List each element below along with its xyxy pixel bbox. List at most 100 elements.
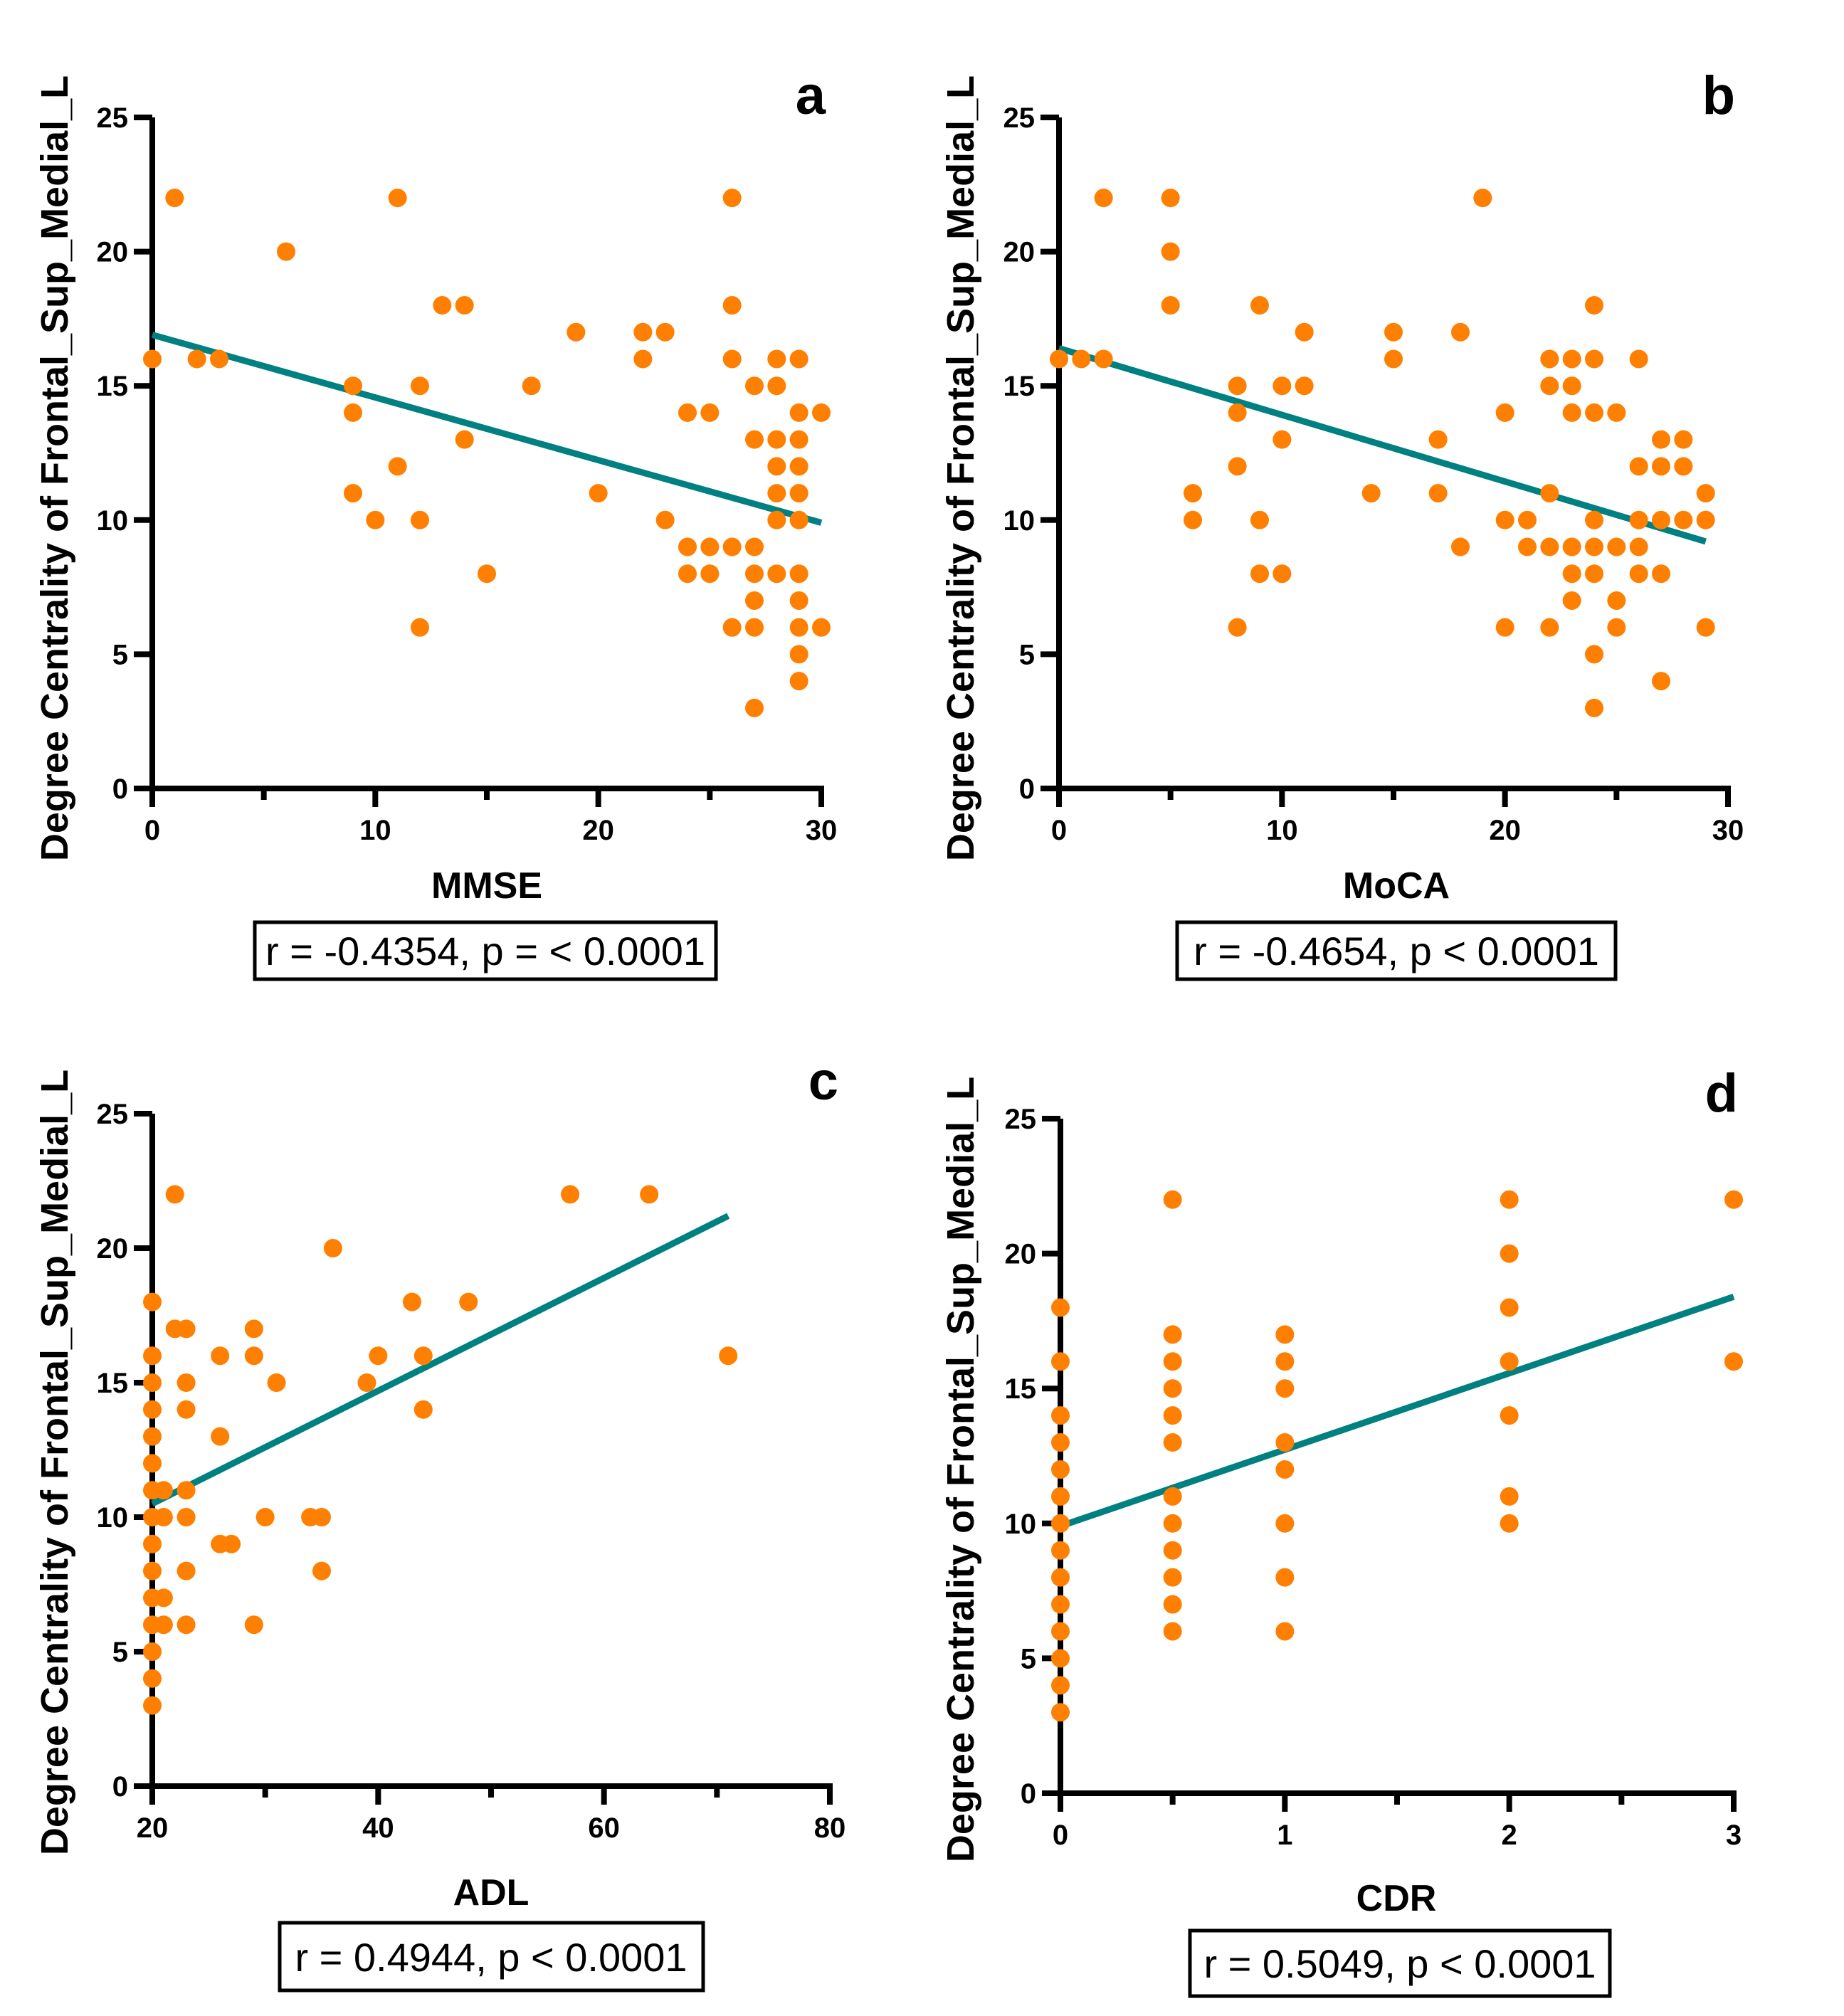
- data-point: [767, 457, 786, 476]
- data-point: [143, 1373, 162, 1392]
- data-point: [789, 430, 808, 449]
- data-point: [789, 457, 808, 476]
- data-point: [323, 1239, 342, 1257]
- data-point: [411, 618, 429, 637]
- data-point: [1050, 349, 1068, 369]
- data-point: [1051, 1676, 1070, 1695]
- data-point: [1562, 591, 1581, 610]
- data-point: [366, 510, 385, 529]
- data-point: [154, 1508, 173, 1526]
- data-point: [745, 537, 764, 556]
- data-point: [1094, 189, 1113, 208]
- y-tick-label: 5: [112, 639, 128, 670]
- data-point: [1161, 189, 1180, 208]
- y-tick-label: 15: [97, 1368, 129, 1399]
- panel-letter-a: a: [796, 65, 826, 126]
- data-point: [1051, 1622, 1070, 1641]
- data-point: [1163, 1514, 1182, 1533]
- data-point: [767, 349, 786, 369]
- data-point: [1250, 564, 1269, 584]
- data-point: [1228, 376, 1247, 396]
- y-tick-label: 25: [97, 102, 129, 134]
- data-point: [1629, 349, 1648, 369]
- data-point: [1428, 430, 1448, 449]
- data-point: [1500, 1298, 1519, 1317]
- data-point: [1585, 645, 1603, 664]
- y-axis-title: Degree Centrality of Frontal_Sup_Medial_…: [33, 1070, 76, 1855]
- data-point: [745, 430, 764, 449]
- data-point: [1275, 1460, 1295, 1479]
- data-point: [812, 403, 831, 422]
- data-point: [154, 1615, 173, 1635]
- data-point: [722, 296, 742, 315]
- y-axis-title: Degree Centrality of Frontal_Sup_Medial_…: [939, 75, 982, 861]
- data-point: [1051, 1568, 1070, 1587]
- x-tick-label: 20: [137, 1812, 169, 1844]
- panel-c: c Degree Centrality of Frontal_Sup_Media…: [33, 1051, 846, 1993]
- data-point: [154, 1588, 173, 1608]
- data-point: [154, 1481, 173, 1500]
- data-point: [719, 1346, 738, 1366]
- data-point: [1051, 1460, 1070, 1479]
- x-tick-label: 80: [814, 1812, 846, 1844]
- x-tick-label: 30: [806, 815, 838, 846]
- data-point: [700, 564, 720, 584]
- data-point: [1051, 1595, 1070, 1614]
- data-point: [789, 672, 808, 691]
- data-point: [1228, 457, 1247, 476]
- data-point: [1585, 349, 1603, 369]
- data-point: [411, 510, 429, 529]
- data-point: [1674, 510, 1693, 529]
- data-point: [1163, 1433, 1182, 1452]
- data-point: [1273, 564, 1292, 584]
- data-points: [1051, 1190, 1743, 1722]
- data-point: [561, 1185, 580, 1204]
- data-points: [143, 1185, 738, 1715]
- data-point: [722, 618, 742, 637]
- data-point: [1540, 618, 1559, 637]
- x-axis-title: ADL: [453, 1872, 530, 1914]
- y-tick-label: 15: [1005, 1373, 1037, 1405]
- data-point: [1275, 1433, 1295, 1452]
- data-point: [1495, 403, 1514, 422]
- axes: 0 5 10 15 20 25 0 10 20 30: [1003, 102, 1744, 846]
- data-point: [789, 591, 808, 610]
- data-point: [1629, 537, 1648, 556]
- data-point: [1696, 510, 1715, 529]
- data-point: [1607, 618, 1626, 637]
- data-point: [210, 349, 228, 369]
- data-point: [812, 618, 831, 637]
- data-point: [388, 189, 407, 208]
- data-point: [722, 189, 742, 208]
- data-point: [1696, 618, 1715, 637]
- x-tick-label: 40: [362, 1812, 394, 1844]
- data-point: [1275, 1379, 1295, 1398]
- data-point: [633, 322, 653, 342]
- data-point: [1724, 1352, 1743, 1371]
- data-point: [1163, 1595, 1182, 1614]
- data-point: [1652, 564, 1670, 584]
- data-point: [455, 430, 474, 449]
- data-point: [700, 403, 720, 422]
- data-point: [1495, 510, 1514, 529]
- data-point: [1161, 242, 1180, 261]
- y-tick-label: 15: [1003, 371, 1036, 402]
- data-point: [1652, 672, 1670, 691]
- y-tick-label: 20: [1005, 1239, 1037, 1270]
- y-tick-label: 0: [1021, 1778, 1036, 1810]
- data-point: [678, 537, 697, 556]
- data-point: [1163, 1568, 1182, 1587]
- x-tick-label: 10: [359, 815, 391, 846]
- data-point: [1094, 349, 1113, 369]
- data-point: [1428, 484, 1448, 503]
- y-tick-label: 25: [97, 1099, 129, 1130]
- data-point: [177, 1561, 196, 1580]
- data-point: [1500, 1487, 1519, 1506]
- y-tick-label: 15: [97, 371, 129, 402]
- data-point: [1228, 618, 1247, 637]
- x-tick-label: 60: [588, 1812, 620, 1844]
- data-point: [789, 349, 808, 369]
- y-tick-label: 25: [1003, 102, 1036, 134]
- stat-box: [1175, 920, 1618, 981]
